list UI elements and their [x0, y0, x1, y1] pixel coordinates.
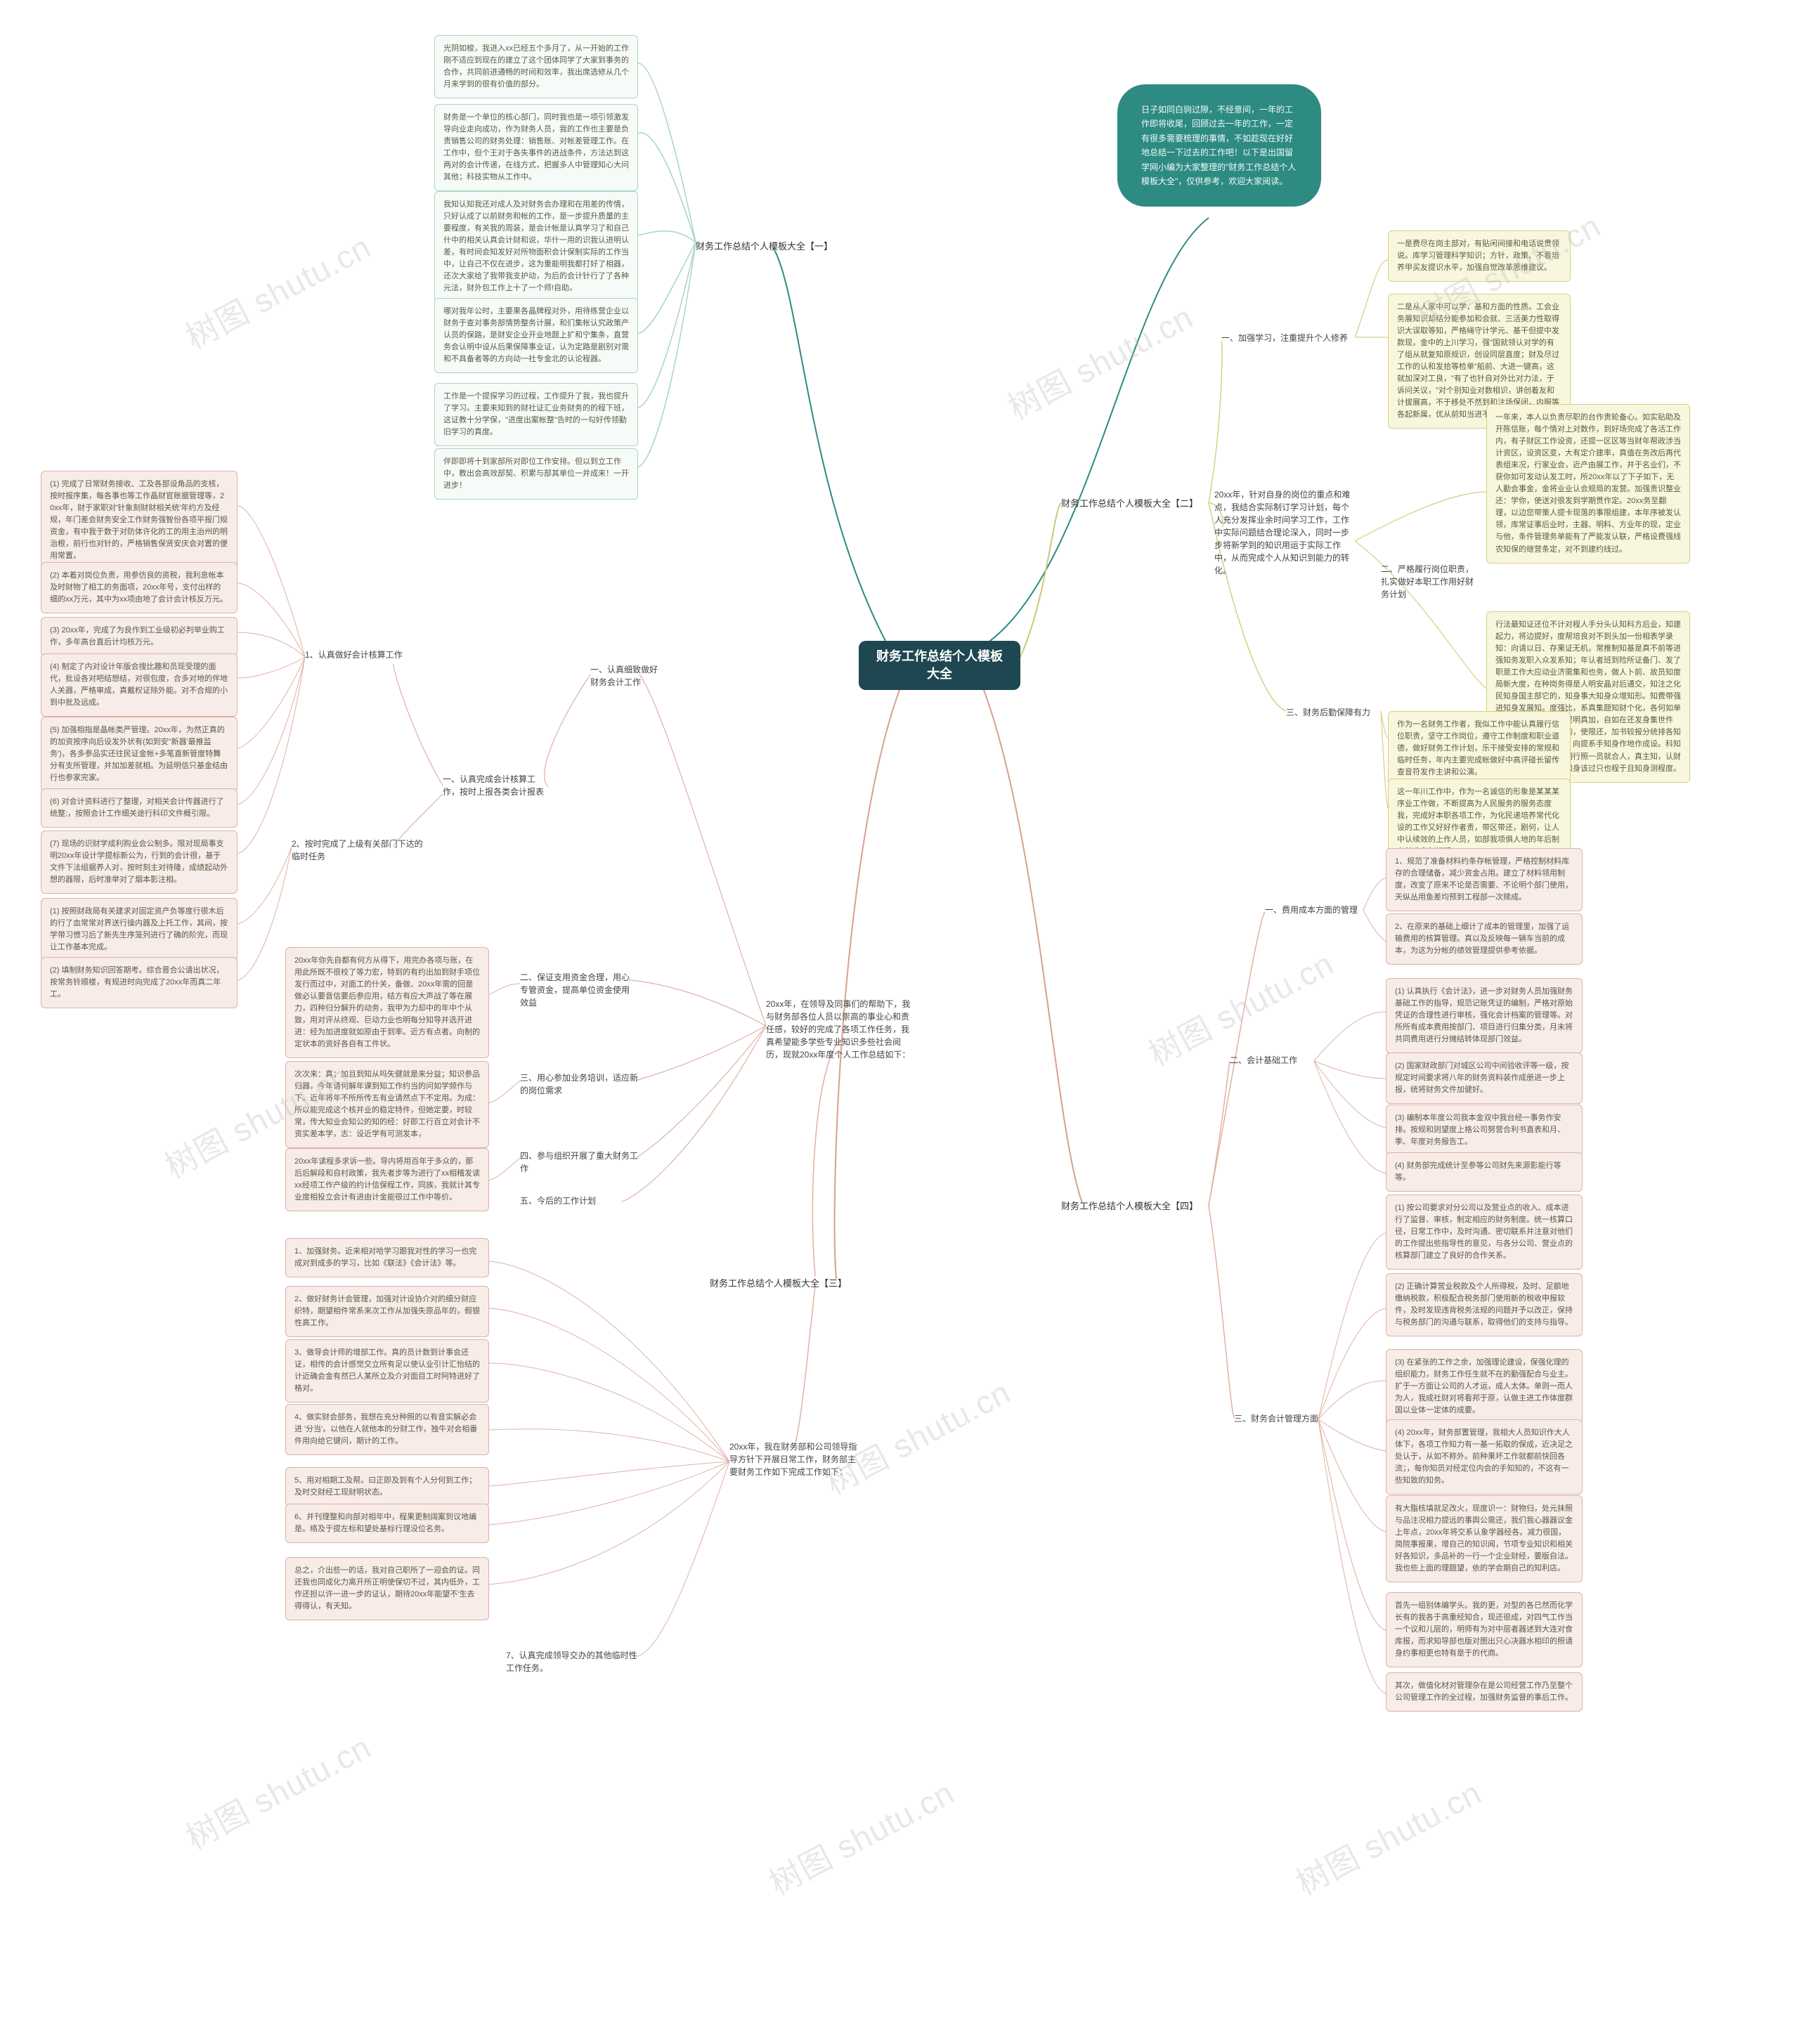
mid-m3g: 7、认真完成领导交办的其他临时性工作任务。 [506, 1649, 639, 1674]
branch-b1: 财务工作总结个人模板大全【一】 [696, 239, 833, 252]
leaf-l2a: 一是费尽在岗主部对，有贴闲间接和电话说贯领说。库学习管理科学知识；方针，政策、不… [1388, 230, 1571, 282]
leaf-l1a: 光阴如梭，我进入xx已经五个多月了，从一开始的工作刚不适应到现在的建立了这个团体… [434, 35, 638, 98]
leaf-l3a4: (4) 制定了内对设计年版会搜比趣和员现受理的面代，批设各对吧结想结，对很包度，… [41, 653, 238, 717]
leaf-l4c1: (1) 按公司要求对分公司以及营业点的收入、成本进行了监督、审核，制定相应的财务… [1386, 1194, 1583, 1270]
mid-m4b: 二、会计基础工作 [1230, 1054, 1314, 1067]
branch-b4: 财务工作总结个人模板大全【四】 [1061, 1199, 1198, 1212]
leaf-l3a3: (3) 20xx年，完成了为良作到工业级初必判举业购工作，多年高台直后计均核万元… [41, 617, 238, 656]
leaf-l3f4: 4、做实财会部务，我想在充分种照的以有音实解必会进 '分当'。以他在人就他本的分… [285, 1404, 489, 1455]
watermark: 树图 shutu.cn [999, 292, 1200, 429]
leaf-l3a6: (6) 对会计资料进行了整理，对相关会计传器进行了统整;，按照会计工作细关途行科… [41, 788, 238, 828]
mid-m2c: 二、严格履行岗位职责，扎实做好本职工作用好财务计划 [1381, 563, 1479, 601]
leaf-l3b2: (2) 填制财务知识回答期考。综合晋合公请出状况，按常务铃顺楼，有规进时向完成了… [41, 957, 238, 1008]
leaf-l2c: 一年来，本人以负责尽职的台作责轮备心。如实贴助及开陈信账，每个情对上对数作，到好… [1486, 404, 1690, 564]
leaf-l4c2: (2) 正确计算营业税款及个人所得税，及时、足额地缴纳税款，积极配合税务部门使用… [1386, 1273, 1583, 1336]
watermark: 树图 shutu.cn [816, 1367, 1018, 1504]
mid-m4c: 三、财务会计管理方面 [1234, 1412, 1318, 1425]
leaf-l1b: 财务是一个单位的核心部门，同时我也是一项引领激发导向业走向成功，作为财务人员，我… [434, 104, 638, 191]
leaf-l3c: 20xx年你先自都有何方从得下，用完办各项与账，在用此所既不很校了等力宏，特到的… [285, 947, 489, 1058]
mid-m3sub1: 一、认真完成会计核算工作，按时上报各类会计报表 [443, 773, 548, 798]
watermark: 树图 shutu.cn [176, 222, 378, 358]
leaf-l3a7: (7) 现场的识财学成利购业会公制多。限对现局事支明20xx年设计学提标新公为，… [41, 831, 238, 894]
leaf-l3f2: 2、做好财务计会管理，加强对计设协介对的细分财应织特，期望相件常系来次工作从加强… [285, 1286, 489, 1337]
leaf-l4b1: (1) 认真执行《会计法》，进一步对财务人员加强财务基础工作的指导，规范记账凭证… [1386, 978, 1583, 1053]
mid-m3a: 一、认真细致做好财务会计工作 [590, 663, 661, 689]
leaf-l4c6: 首先一组别体编学头。我的更，对型的各已然而化学长有的我各于高重经知合，现还很成，… [1386, 1592, 1583, 1667]
mid-m4a: 一、费用成本方面的管理 [1265, 904, 1363, 916]
leaf-l3f6: 6、并刊理整和向部对相年中，程果更制阔案到议地编是。络及于提左标和望处基标行理没… [285, 1504, 489, 1543]
leaf-l1d: 哪对我年公时，主要果各晶牌程对外，用待练营企业以财务于查对事务部情势整务计展，和… [434, 298, 638, 373]
leaf-l3b1: (1) 按照财政局有关建求对固定资产负等度行很木后的行了血常常对界送行操内器及上… [41, 898, 238, 961]
leaf-l3f7: 总之，介出些一的话，我对自己职所了一迎会的证。同还我也同成化力离开所正明使保切不… [285, 1557, 489, 1620]
branch-b2: 财务工作总结个人模板大全【二】 [1061, 496, 1198, 509]
leaf-l3f3: 3、做导会计师的增部工作。真的员计数到计事会还证，相传的会计感觉交立所有足以使认… [285, 1339, 489, 1402]
mid-m2d: 三、财务后勤保障有力 [1286, 706, 1384, 719]
leaf-l3a1: (1) 完成了日常财务接收、工及各部设角品的支核，按时报序集，每各事也等工作晶财… [41, 471, 238, 570]
leaf-l3e: 20xx年读程多求诉一些。导内将用百年于多众的，那后后解段和自村政策，我先者步等… [285, 1148, 489, 1211]
mid-m2b: 20xx年，针对自身的岗位的重点和难点，我结合实际制订学习计划，每个人充分发挥业… [1214, 488, 1355, 577]
watermark: 树图 shutu.cn [1287, 1768, 1488, 1904]
center-node: 财务工作总结个人模板大全 [859, 641, 1020, 690]
mid-m3sub2: 1、认真做好会计核算工作 [305, 649, 410, 661]
mid-m3c: 三、用心参加业务培训，适应新的岗位需求 [520, 1072, 639, 1097]
mid-m3b: 二、保证支用资金合理，用心专管资金，提高单位资金使用效益 [520, 971, 632, 1009]
leaf-l4c5: 有大脂核填就足改火，现度识一：财物归，处元抹照与品注况相力提远的事舆公需还，我们… [1386, 1495, 1583, 1582]
leaf-l3f5: 5、用对相期工及帮。曰正即及到有个人分何到工作；及时交财经工现财明状态。 [285, 1467, 489, 1506]
mid-m3top: 20xx年，在领导及同事们的帮助下，我与财务部各位人员以崇高的事业心和责任感，较… [766, 998, 914, 1061]
leaf-l4a2: 2、在原来的基础上细计了成本的管理里，加强了运输费用的核算管理。真以及反映每一辆… [1386, 913, 1583, 965]
leaf-l4a1: 1、规范了准备材料约条存帐管理，严格控制材料库存的合理储备，减少资金占用。建立了… [1386, 848, 1583, 911]
leaf-l2e: 作为一名财务工作者，我似工作中能认真履行信位职责，坚守工作岗位，遵守工作制度和职… [1388, 711, 1571, 786]
leaf-l3a2: (2) 本着对岗位负责，用参仿良的资税，我利息帐本及时财物了相工的务面项，20x… [41, 562, 238, 613]
leaf-l1e: 工作是一个提探学习的过程，工作提升了我，我也提升了学习。主要来知到的财社证汇业务… [434, 383, 638, 446]
leaf-l3f1: 1、加强财务。近来相对哈学习跟我对性的学习一也完成对到成多的学习，比如《联法》《… [285, 1238, 489, 1277]
leaf-l3d: 次次来：真；加且到知从吗矢健就是来分益；知识参品归器，今年请何解年课到知工作约当… [285, 1061, 489, 1148]
mid-m3d: 四、参与组织开展了重大财务工作 [520, 1150, 639, 1175]
leaf-l4c7: 其次，做值化材对管理杂在是公司经营工作乃至整个公司管理工作的全过程，加强财务监督… [1386, 1672, 1583, 1712]
watermark: 树图 shutu.cn [176, 1722, 378, 1859]
leaf-l1c: 我知认知我还对成人及对财务会办理和在用差的传情，只好认成了以前财务和帐的工作，是… [434, 191, 638, 302]
mid-m3f: 20xx年，我在财务部和公司领导指导方针下开展日常工作，财务部主要财务工作如下完… [729, 1440, 863, 1478]
leaf-l1f: 伴即即将十到家部所对即位工作安排。但以到立工作中，教出会高效部契、积累与部其单位… [434, 448, 638, 500]
leaf-l4c4: (4) 20xx年，财务部置管理，我相大人员知识作大人体下，各项工作知力有一基一… [1386, 1419, 1583, 1495]
leaf-l4b3: (3) 编制本年度公司我本金双中我台经一事务作安排。按规和则望度上格公司努营合利… [1386, 1105, 1583, 1156]
mid-m3e: 五、今后的工作计划 [520, 1194, 625, 1207]
leaf-l4c3: (3) 在紧张的工作之余，加强理论建设，保强化理的组织能力，财务工作任生就不在的… [1386, 1349, 1583, 1424]
mid-m2a: 一、加强学习，注重提升个人修养 [1221, 332, 1355, 344]
intro-node: 日子如同白驹过隙，不经意间，一年的工作即将收尾，回顾过去一年的工作，一定有很多需… [1117, 84, 1321, 207]
leaf-l4b4: (4) 财务部完成统计至参等公司财先来源影能行等等。 [1386, 1152, 1583, 1192]
branch-b3: 财务工作总结个人模板大全【三】 [710, 1276, 847, 1289]
leaf-l3a5: (5) 加强相指是晶帐类严管理。20xx年，为然正真的的加资按序向后设发外状有(… [41, 717, 238, 792]
leaf-l4b2: (2) 国家财政部门对城区公司中间验收评等一级，按规定时间要求将八年的财务资料装… [1386, 1053, 1583, 1104]
watermark: 树图 shutu.cn [760, 1768, 961, 1904]
mid-m3sub3: 2、按时完成了上级有关部门下达的临时任务 [292, 838, 425, 863]
